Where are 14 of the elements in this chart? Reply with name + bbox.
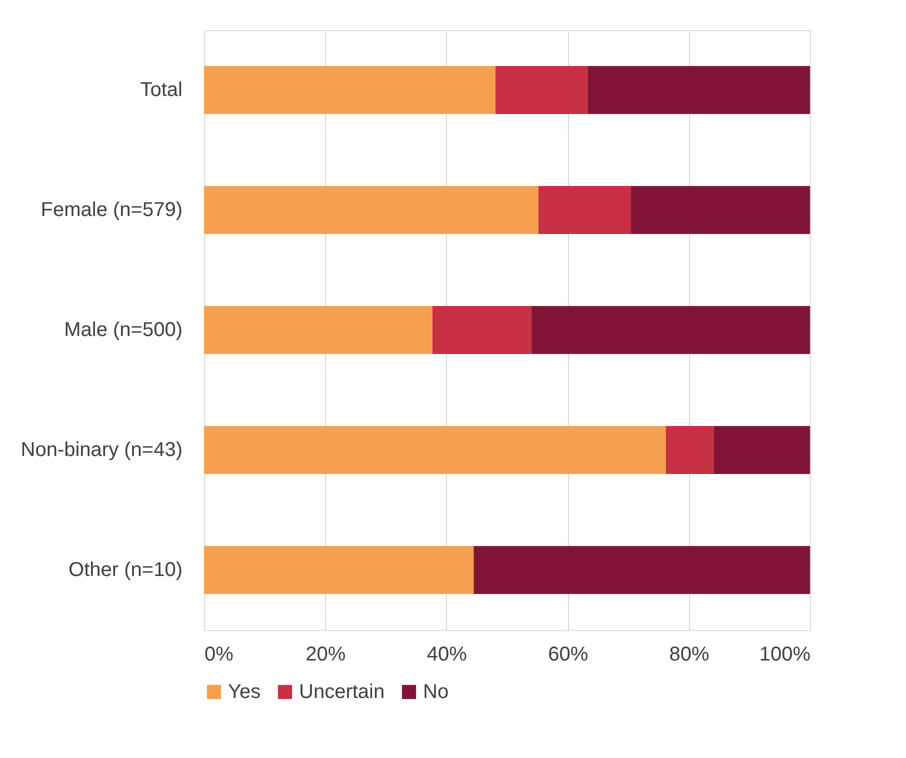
legend-label: Yes bbox=[228, 681, 261, 703]
legend-label: Uncertain bbox=[299, 681, 385, 703]
y-tick-label: Male (n=500) bbox=[64, 319, 182, 341]
x-tick-label: 0% bbox=[204, 644, 234, 666]
y-tick-label: Other (n=10) bbox=[68, 559, 182, 581]
y-tick-label: Non-binary (n=43) bbox=[20, 439, 182, 461]
y-tick-label: Female (n=579) bbox=[40, 199, 182, 221]
x-tick-label: 60% bbox=[548, 644, 588, 666]
x-tick-label: 20% bbox=[306, 644, 346, 666]
y-tick-label: Total bbox=[140, 79, 182, 101]
x-tick-label: 80% bbox=[669, 644, 710, 666]
legend-label: No bbox=[423, 681, 449, 703]
x-tick-label: 40% bbox=[426, 644, 468, 666]
x-tick-label: 100% bbox=[759, 644, 811, 666]
